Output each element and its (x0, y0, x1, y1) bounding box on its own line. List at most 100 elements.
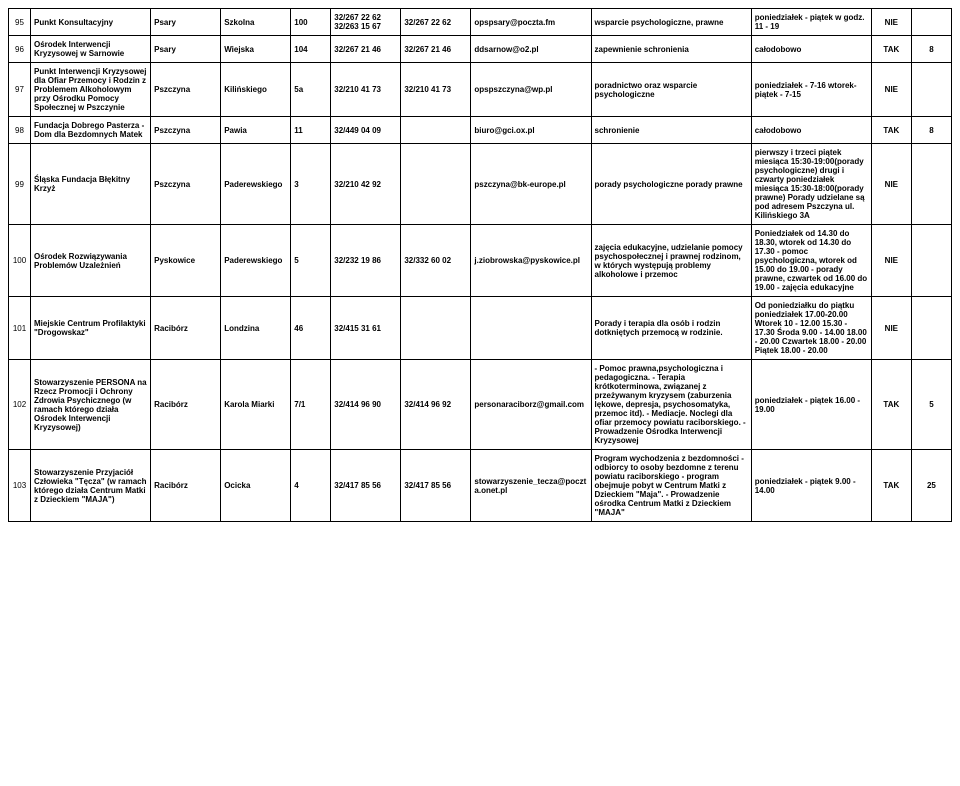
services: schronienie (591, 117, 751, 144)
email (471, 297, 591, 360)
table-row: 95Punkt KonsultacyjnyPsarySzkolna10032/2… (9, 9, 952, 36)
street: Ocicka (221, 450, 291, 522)
count (911, 9, 951, 36)
table-row: 103Stowarzyszenie Przyjaciół Człowieka "… (9, 450, 952, 522)
city: Psary (151, 9, 221, 36)
phone1: 32/449 04 09 (331, 117, 401, 144)
org-name: Ośrodek Rozwiązywania Problemów Uzależni… (31, 225, 151, 297)
services: poradnictwo oraz wsparcie psychologiczne (591, 63, 751, 117)
city: Psary (151, 36, 221, 63)
count: 8 (911, 36, 951, 63)
org-name: Ośrodek Interwencji Kryzysowej w Sarnowi… (31, 36, 151, 63)
phone1: 32/414 96 90 (331, 360, 401, 450)
row-index: 103 (9, 450, 31, 522)
hours: poniedziałek - piątek 16.00 - 19.00 (751, 360, 871, 450)
row-index: 102 (9, 360, 31, 450)
street-num: 5a (291, 63, 331, 117)
table-row: 96Ośrodek Interwencji Kryzysowej w Sarno… (9, 36, 952, 63)
city: Pyskowice (151, 225, 221, 297)
yes-no: NIE (871, 144, 911, 225)
street-num: 3 (291, 144, 331, 225)
hours: całodobowo (751, 117, 871, 144)
email: biuro@gci.ox.pl (471, 117, 591, 144)
org-name: Stowarzyszenie PERSONA na Rzecz Promocji… (31, 360, 151, 450)
email: ddsarnow@o2.pl (471, 36, 591, 63)
table-row: 102Stowarzyszenie PERSONA na Rzecz Promo… (9, 360, 952, 450)
street-num: 11 (291, 117, 331, 144)
services: zajęcia edukacyjne, udzielanie pomocy ps… (591, 225, 751, 297)
street: Paderewskiego (221, 144, 291, 225)
org-name: Śląska Fundacja Błękitny Krzyż (31, 144, 151, 225)
yes-no: TAK (871, 450, 911, 522)
data-table: 95Punkt KonsultacyjnyPsarySzkolna10032/2… (8, 8, 952, 522)
city: Racibórz (151, 360, 221, 450)
street: Szkolna (221, 9, 291, 36)
city: Pszczyna (151, 63, 221, 117)
street-num: 100 (291, 9, 331, 36)
services: Program wychodzenia z bezdomności - odbi… (591, 450, 751, 522)
phone2: 32/414 96 92 (401, 360, 471, 450)
city: Pszczyna (151, 117, 221, 144)
email: j.ziobrowska@pyskowice.pl (471, 225, 591, 297)
street-num: 5 (291, 225, 331, 297)
table-row: 97Punkt Interwencji Kryzysowej dla Ofiar… (9, 63, 952, 117)
street: Kilińskiego (221, 63, 291, 117)
phone2: 32/210 41 73 (401, 63, 471, 117)
org-name: Fundacja Dobrego Pasterza - Dom dla Bezd… (31, 117, 151, 144)
street: Karola Miarki (221, 360, 291, 450)
count: 5 (911, 360, 951, 450)
email: opspsary@poczta.fm (471, 9, 591, 36)
hours: pierwszy i trzeci piątek miesiąca 15:30-… (751, 144, 871, 225)
table-row: 101Miejskie Centrum Profilaktyki "Drogow… (9, 297, 952, 360)
phone1: 32/267 22 62 32/263 15 67 (331, 9, 401, 36)
street-num: 46 (291, 297, 331, 360)
row-index: 97 (9, 63, 31, 117)
email: personaraciborz@gmail.com (471, 360, 591, 450)
hours: Od poniedziałku do piątku poniedziałek 1… (751, 297, 871, 360)
services: porady psychologiczne porady prawne (591, 144, 751, 225)
yes-no: NIE (871, 63, 911, 117)
table-row: 100Ośrodek Rozwiązywania Problemów Uzale… (9, 225, 952, 297)
org-name: Punkt Konsultacyjny (31, 9, 151, 36)
city: Racibórz (151, 297, 221, 360)
count: 8 (911, 117, 951, 144)
yes-no: TAK (871, 36, 911, 63)
phone1: 32/417 85 56 (331, 450, 401, 522)
street-num: 7/1 (291, 360, 331, 450)
services: - Pomoc prawna,psychologiczna i pedagogi… (591, 360, 751, 450)
org-name: Punkt Interwencji Kryzysowej dla Ofiar P… (31, 63, 151, 117)
phone2: 32/267 21 46 (401, 36, 471, 63)
street: Paderewskiego (221, 225, 291, 297)
services: zapewnienie schronienia (591, 36, 751, 63)
yes-no: NIE (871, 297, 911, 360)
services: Porady i terapia dla osób i rodzin dotkn… (591, 297, 751, 360)
phone1: 32/415 31 61 (331, 297, 401, 360)
hours: poniedziałek - piątek w godz. 11 - 19 (751, 9, 871, 36)
street: Wiejska (221, 36, 291, 63)
email: stowarzyszenie_tecza@poczta.onet.pl (471, 450, 591, 522)
table-row: 98Fundacja Dobrego Pasterza - Dom dla Be… (9, 117, 952, 144)
email: pszczyna@bk-europe.pl (471, 144, 591, 225)
phone2 (401, 144, 471, 225)
yes-no: TAK (871, 117, 911, 144)
phone2: 32/332 60 02 (401, 225, 471, 297)
row-index: 98 (9, 117, 31, 144)
hours: poniedziałek - piątek 9.00 - 14.00 (751, 450, 871, 522)
count (911, 144, 951, 225)
phone2: 32/267 22 62 (401, 9, 471, 36)
phone1: 32/210 42 92 (331, 144, 401, 225)
city: Pszczyna (151, 144, 221, 225)
phone1: 32/267 21 46 (331, 36, 401, 63)
row-index: 96 (9, 36, 31, 63)
email: opspszczyna@wp.pl (471, 63, 591, 117)
phone1: 32/232 19 86 (331, 225, 401, 297)
org-name: Stowarzyszenie Przyjaciół Człowieka "Tęc… (31, 450, 151, 522)
row-index: 99 (9, 144, 31, 225)
street: Pawia (221, 117, 291, 144)
row-index: 95 (9, 9, 31, 36)
yes-no: NIE (871, 225, 911, 297)
row-index: 100 (9, 225, 31, 297)
phone2 (401, 117, 471, 144)
phone2: 32/417 85 56 (401, 450, 471, 522)
street-num: 104 (291, 36, 331, 63)
